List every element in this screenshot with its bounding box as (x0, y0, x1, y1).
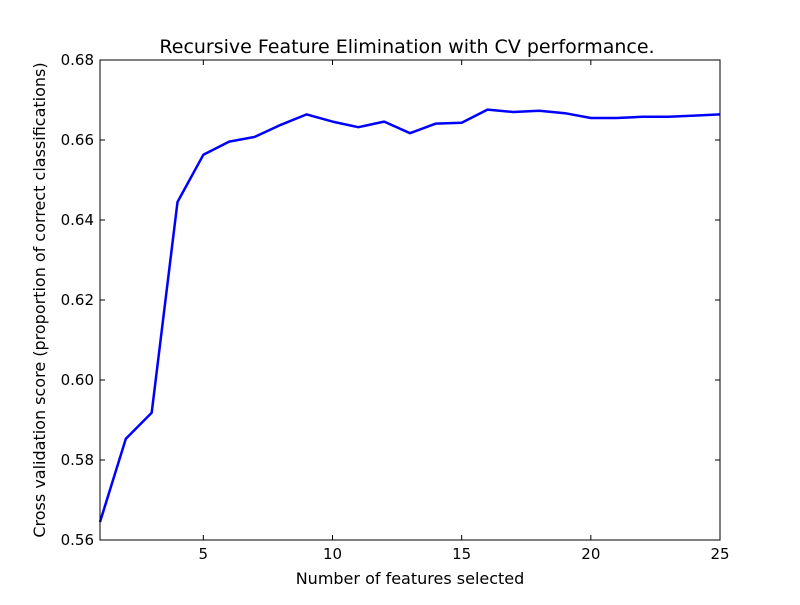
x-axis-ticks: 5 10 15 20 25 (199, 60, 730, 563)
y-tick-label: 0.64 (61, 211, 94, 229)
y-axis-ticks: 0.56 0.58 0.60 0.62 0.64 0.66 0.68 (61, 51, 720, 549)
y-tick-label: 0.56 (61, 531, 94, 549)
x-tick-label: 15 (452, 545, 471, 563)
y-tick-label: 0.66 (61, 131, 94, 149)
y-tick-label: 0.58 (61, 451, 94, 469)
series-line (98, 108, 721, 523)
chart-title: Recursive Feature Elimination with CV pe… (159, 36, 654, 58)
x-tick-label: 10 (323, 545, 342, 563)
y-tick-label: 0.60 (61, 371, 94, 389)
x-tick-label: 25 (710, 545, 729, 563)
y-tick-label: 0.68 (61, 51, 94, 69)
x-tick-label: 20 (581, 545, 600, 563)
y-tick-label: 0.62 (61, 291, 94, 309)
x-axis-label: Number of features selected (296, 569, 525, 588)
y-axis-label: Cross validation score (proportion of co… (30, 62, 49, 537)
x-tick-label: 5 (199, 545, 209, 563)
